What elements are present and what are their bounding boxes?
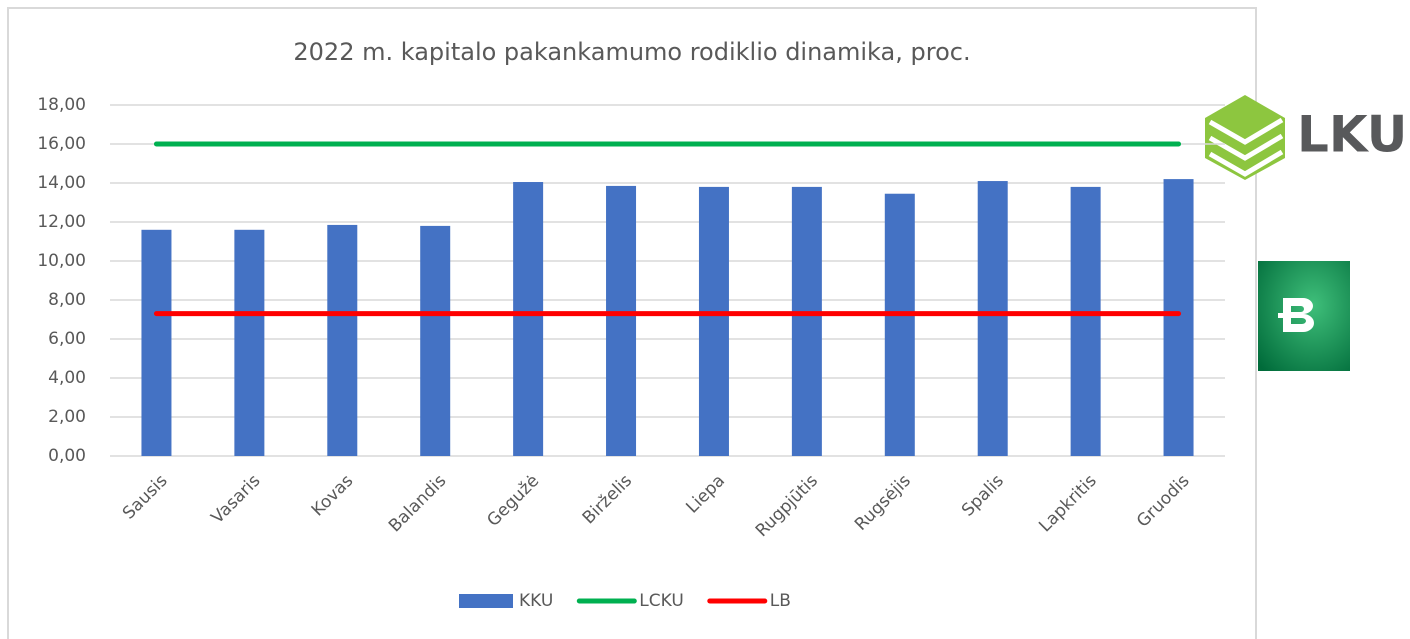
bar — [1070, 186, 1101, 456]
bar — [606, 185, 637, 457]
y-tick-label: 14,00 — [37, 173, 86, 193]
bar — [698, 186, 729, 456]
y-tick-label: 8,00 — [48, 290, 86, 310]
chart-title: 2022 m. kapitalo pakankamumo rodiklio di… — [293, 38, 970, 66]
y-tick-label: 12,00 — [37, 212, 86, 232]
bar — [141, 229, 172, 456]
y-tick-label: 2,00 — [48, 407, 86, 427]
y-tick-label: 6,00 — [48, 329, 86, 349]
lb-logo — [1258, 261, 1350, 371]
legend-swatch — [459, 594, 513, 608]
legend-label: LB — [770, 591, 791, 611]
bar — [977, 181, 1008, 457]
bar — [791, 186, 822, 456]
bar — [234, 229, 265, 456]
legend-label: KKU — [519, 591, 553, 611]
y-tick-label: 10,00 — [37, 251, 86, 271]
y-tick-label: 4,00 — [48, 368, 86, 388]
lku-logo: LKU — [1205, 95, 1407, 180]
y-tick-label: 16,00 — [37, 134, 86, 154]
logo-text: LKU — [1297, 106, 1407, 164]
bar — [420, 225, 451, 456]
bar — [884, 193, 915, 456]
legend-label: LCKU — [639, 591, 683, 611]
bar — [513, 182, 544, 456]
bar — [1163, 179, 1194, 456]
y-tick-label: 0,00 — [48, 446, 86, 466]
bar — [327, 224, 358, 456]
y-tick-label: 18,00 — [37, 95, 86, 115]
